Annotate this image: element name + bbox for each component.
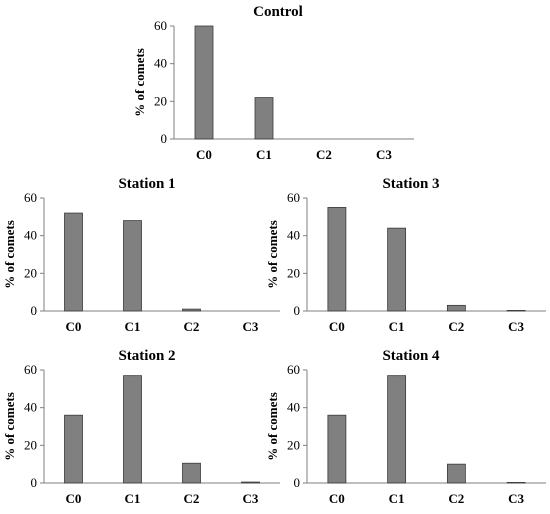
- y-tick-label: 20: [24, 437, 37, 452]
- x-category-label: C0: [329, 491, 345, 506]
- y-tick-label: 20: [24, 265, 37, 280]
- bar-c0: [327, 207, 347, 312]
- y-tick-label: 0: [294, 303, 301, 318]
- y-tick-label: 20: [287, 265, 300, 280]
- y-axis-label: % of comets: [265, 220, 280, 289]
- x-category-label: C3: [508, 319, 524, 334]
- y-tick-label: 60: [154, 18, 167, 33]
- chart-title: Station 1: [118, 176, 175, 192]
- x-category-label: C3: [243, 491, 259, 506]
- y-axis-label: % of comets: [2, 392, 17, 461]
- x-category-label: C3: [376, 147, 392, 162]
- x-category-label: C1: [389, 491, 405, 506]
- bar-c2: [182, 308, 201, 312]
- chart-title: Station 3: [382, 176, 439, 192]
- x-category-label: C0: [329, 319, 345, 334]
- chart-panel: Station 2 % of comets 0 20 40 60 C0 C1 C2 C3: [2, 348, 280, 506]
- x-category-label: C3: [508, 491, 524, 506]
- x-category-label: C2: [316, 147, 332, 162]
- y-tick-label: 60: [287, 362, 300, 377]
- y-tick-label: 0: [294, 475, 301, 490]
- bar-c1: [254, 97, 274, 140]
- y-tick-label: 40: [154, 56, 167, 71]
- chart-title: Station 2: [118, 348, 175, 364]
- y-tick-label: 0: [161, 131, 168, 146]
- bar-c0: [327, 414, 347, 484]
- chart-panel: Station 3 % of comets 0 20 40 60 C0 C1 C2 C3: [265, 176, 546, 334]
- y-tick-label: 60: [24, 362, 37, 377]
- y-axis-label: % of comets: [265, 392, 280, 461]
- y-tick-label: 0: [31, 475, 38, 490]
- x-category-label: C2: [448, 491, 464, 506]
- chart-panel: Control % of comets 0 20 40 60 C0 C1 C2 C3: [132, 4, 414, 162]
- y-tick-label: 40: [287, 228, 300, 243]
- bar-c2: [182, 462, 201, 484]
- x-category-label: C0: [66, 319, 82, 334]
- bar-c2: [446, 304, 466, 312]
- x-category-label: C0: [66, 491, 82, 506]
- bar-c1: [387, 375, 407, 484]
- bar-c0: [194, 25, 214, 140]
- bar-c3: [506, 310, 526, 312]
- x-category-label: C2: [184, 491, 200, 506]
- bar-c3: [506, 482, 526, 484]
- bar-c2: [446, 463, 466, 484]
- y-tick-label: 60: [24, 190, 37, 205]
- y-tick-label: 20: [154, 93, 167, 108]
- y-tick-label: 60: [287, 190, 300, 205]
- y-tick-label: 40: [24, 228, 37, 243]
- x-category-label: C1: [125, 319, 141, 334]
- x-category-label: C2: [448, 319, 464, 334]
- x-category-label: C1: [389, 319, 405, 334]
- bar-c1: [123, 375, 142, 484]
- chart-title: Station 4: [382, 348, 440, 364]
- y-tick-label: 40: [287, 400, 300, 415]
- y-tick-label: 0: [31, 303, 38, 318]
- y-tick-label: 20: [287, 437, 300, 452]
- y-tick-label: 40: [24, 400, 37, 415]
- chart-panel: Station 1 % of comets 0 20 40 60 C0 C1 C2 C3: [2, 176, 280, 334]
- chart-panel: Station 4 % of comets 0 20 40 60 C0 C1 C2 C3: [265, 348, 546, 506]
- chart-title: Control: [253, 4, 303, 20]
- x-category-label: C3: [243, 319, 259, 334]
- y-axis-label: % of comets: [2, 220, 17, 289]
- y-axis-label: % of comets: [132, 48, 147, 117]
- bar-c0: [64, 414, 83, 484]
- x-category-label: C1: [125, 491, 141, 506]
- x-category-label: C2: [184, 319, 200, 334]
- x-category-label: C1: [256, 147, 272, 162]
- bar-c3: [241, 481, 260, 484]
- bar-c0: [64, 212, 83, 312]
- x-category-label: C0: [196, 147, 212, 162]
- bar-c1: [123, 220, 142, 312]
- bar-c1: [387, 227, 407, 312]
